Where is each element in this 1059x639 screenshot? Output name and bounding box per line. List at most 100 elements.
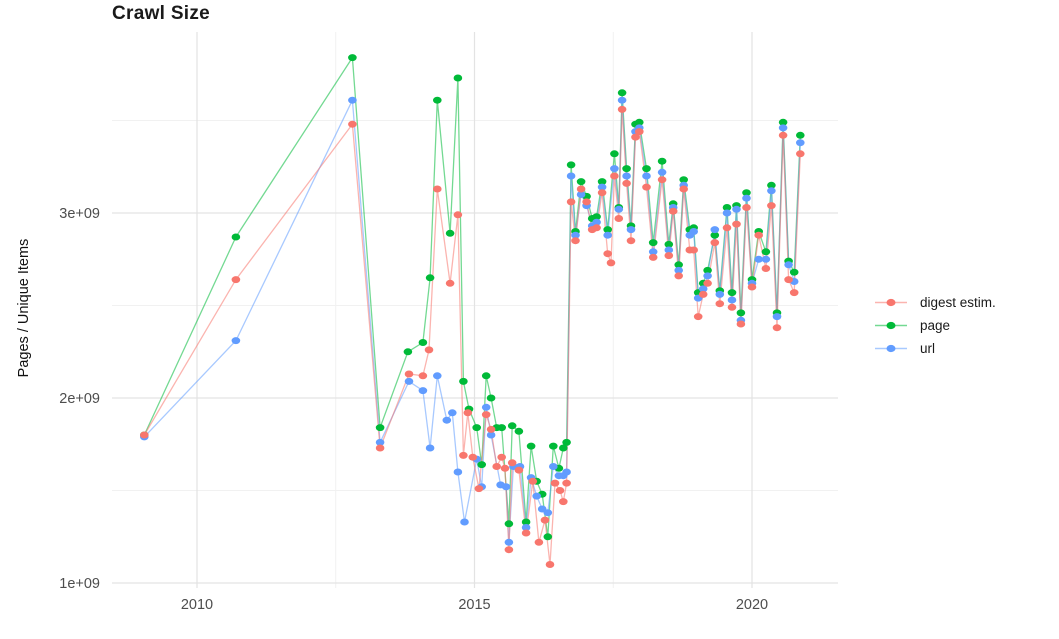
page-point (761, 248, 771, 256)
page-point (477, 461, 487, 469)
x-tick-label: 2015 (458, 597, 490, 613)
url-point (614, 205, 624, 213)
page-point (648, 239, 658, 247)
digest-point (689, 246, 698, 254)
url-point (710, 226, 720, 234)
url-point (767, 187, 776, 195)
url-point (592, 218, 601, 226)
page-point (562, 438, 571, 446)
page-point (433, 96, 442, 104)
url-point (453, 468, 463, 476)
digest-point (606, 259, 616, 267)
page-point (635, 118, 644, 126)
page-point (657, 157, 667, 165)
digest-point (732, 220, 741, 228)
digest-point (562, 479, 571, 487)
page-point (622, 165, 631, 173)
url-point (727, 296, 737, 304)
digest-point (375, 444, 385, 452)
url-point (732, 205, 741, 213)
y-tick-label: 3e+09 (59, 206, 100, 222)
url-point (521, 524, 531, 531)
page-point (559, 444, 568, 452)
digest-point (540, 516, 550, 524)
url-point (481, 403, 491, 411)
url-point (703, 272, 712, 280)
digest-point (767, 202, 776, 210)
page-point (231, 233, 241, 241)
digest-point (404, 370, 414, 378)
digest-point (679, 185, 688, 193)
digest-point (463, 409, 473, 417)
page-point (459, 377, 468, 385)
digest-point (559, 498, 568, 506)
page-point (603, 226, 612, 234)
digest-point (703, 279, 712, 287)
digest-point (481, 411, 491, 419)
digest-point (610, 172, 619, 180)
digest-point (514, 466, 524, 474)
digest-point (521, 529, 531, 537)
digest-point (453, 211, 463, 219)
page-point (543, 533, 553, 541)
digest-point (674, 272, 683, 280)
digest-point (140, 431, 149, 439)
digest-point (500, 464, 510, 472)
url-point (689, 228, 698, 235)
url-point (664, 246, 674, 254)
digest-point (635, 128, 644, 136)
page-point (778, 118, 788, 126)
legend: digest estim. page url (872, 291, 996, 360)
legend-label-digest: digest estim. (920, 295, 996, 310)
page-point (736, 309, 746, 317)
digest-point (597, 189, 607, 197)
url-point (784, 261, 793, 269)
url-point (348, 96, 357, 104)
page-point (497, 424, 507, 432)
digest-point (693, 313, 703, 321)
page-point (642, 165, 651, 173)
url-point (642, 172, 651, 180)
digest-point (550, 479, 560, 487)
digest-point (445, 279, 455, 287)
page-point (472, 424, 482, 432)
page-point (664, 240, 674, 248)
url-point (722, 209, 732, 217)
digest-point (614, 215, 624, 222)
digest-point (668, 207, 678, 215)
digest-point (231, 276, 241, 284)
page-point (796, 131, 805, 139)
digest-point (507, 459, 517, 467)
page-point (403, 348, 413, 356)
url-point (375, 438, 385, 446)
page-point (767, 181, 776, 189)
url-point (754, 255, 763, 263)
digest-point (576, 185, 586, 193)
url-point (418, 387, 428, 395)
page-point (507, 422, 517, 430)
page-point (453, 74, 463, 82)
url-point (571, 231, 580, 239)
url-point (772, 313, 782, 321)
digest-point (566, 198, 576, 206)
url-point (626, 226, 636, 234)
digest-point (486, 425, 496, 433)
digest-point (492, 463, 502, 470)
digest-point (642, 183, 651, 191)
url-legend-key-icon (875, 344, 907, 353)
digest-point (555, 487, 565, 494)
digest-point (474, 485, 484, 493)
url-point (742, 194, 751, 202)
digest-point (418, 372, 428, 380)
digest-point (582, 198, 591, 206)
digest-point (648, 253, 658, 261)
url-point (576, 191, 586, 198)
legend-label-url: url (920, 341, 936, 356)
url-point (617, 96, 627, 104)
page-point (375, 424, 385, 432)
digest-point (528, 477, 538, 485)
url-point (448, 409, 457, 417)
digest-point (722, 224, 732, 232)
digest-point (736, 320, 746, 328)
